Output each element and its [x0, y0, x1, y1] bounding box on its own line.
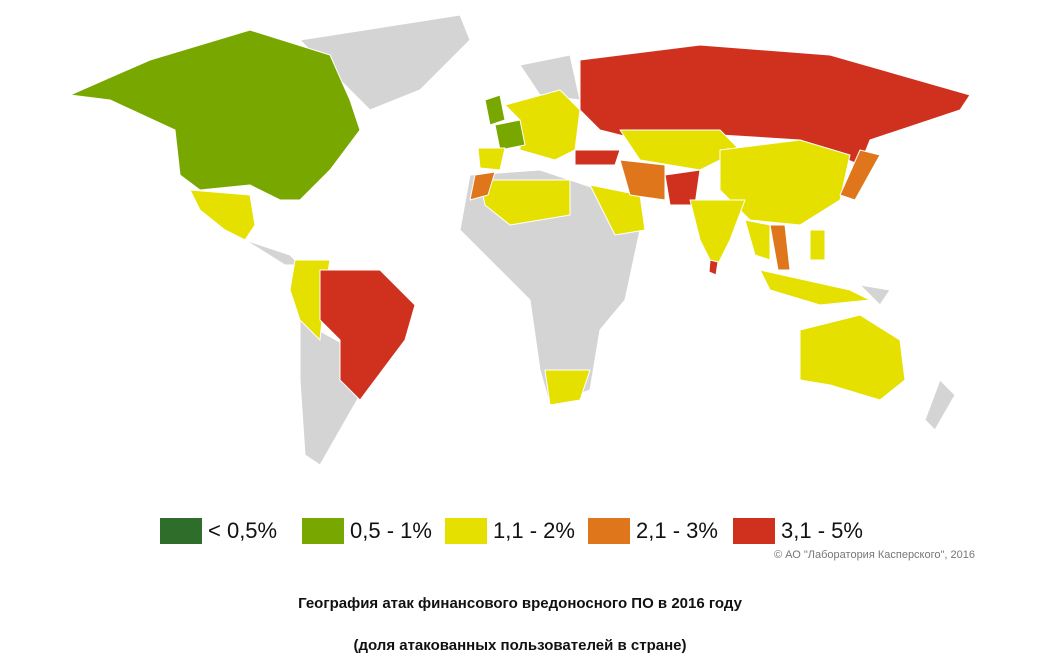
legend-label: < 0,5% [208, 518, 277, 543]
region [574, 149, 621, 166]
legend-label: 1,1 - 2% [493, 518, 575, 543]
region [859, 284, 891, 306]
legend-swatch [445, 518, 487, 544]
region [319, 269, 416, 401]
region [689, 199, 746, 271]
copyright: © АО "Лаборатория Касперского", 2016 [774, 549, 975, 561]
legend-swatch [302, 518, 344, 544]
region [744, 219, 771, 261]
region [708, 259, 719, 276]
region [544, 369, 591, 406]
region [809, 229, 826, 261]
region [769, 224, 791, 271]
legend-swatch [160, 518, 202, 544]
region [479, 179, 571, 226]
region [469, 171, 496, 201]
region [619, 159, 666, 201]
region [719, 139, 851, 226]
region [244, 239, 301, 266]
region [189, 189, 256, 241]
legend: < 0,5% 0,5 - 1% 1,1 - 2% 2,1 - 3% 3,1 - 5% [160, 518, 863, 544]
region [484, 94, 506, 126]
legend-swatch [588, 518, 630, 544]
world-map [69, 14, 971, 466]
legend-swatch [733, 518, 775, 544]
caption-title: География атак финансового вредоносного … [298, 595, 742, 612]
region [494, 119, 526, 151]
region [477, 147, 506, 171]
caption-subtitle: (доля атакованных пользователей в стране… [353, 637, 686, 654]
region [759, 269, 871, 306]
legend-label: 2,1 - 3% [636, 518, 718, 543]
region [589, 184, 646, 236]
region [69, 29, 361, 201]
region [799, 314, 906, 401]
region [924, 379, 956, 431]
legend-label: 3,1 - 5% [781, 518, 863, 543]
legend-label: 0,5 - 1% [350, 518, 432, 543]
region [839, 149, 881, 201]
